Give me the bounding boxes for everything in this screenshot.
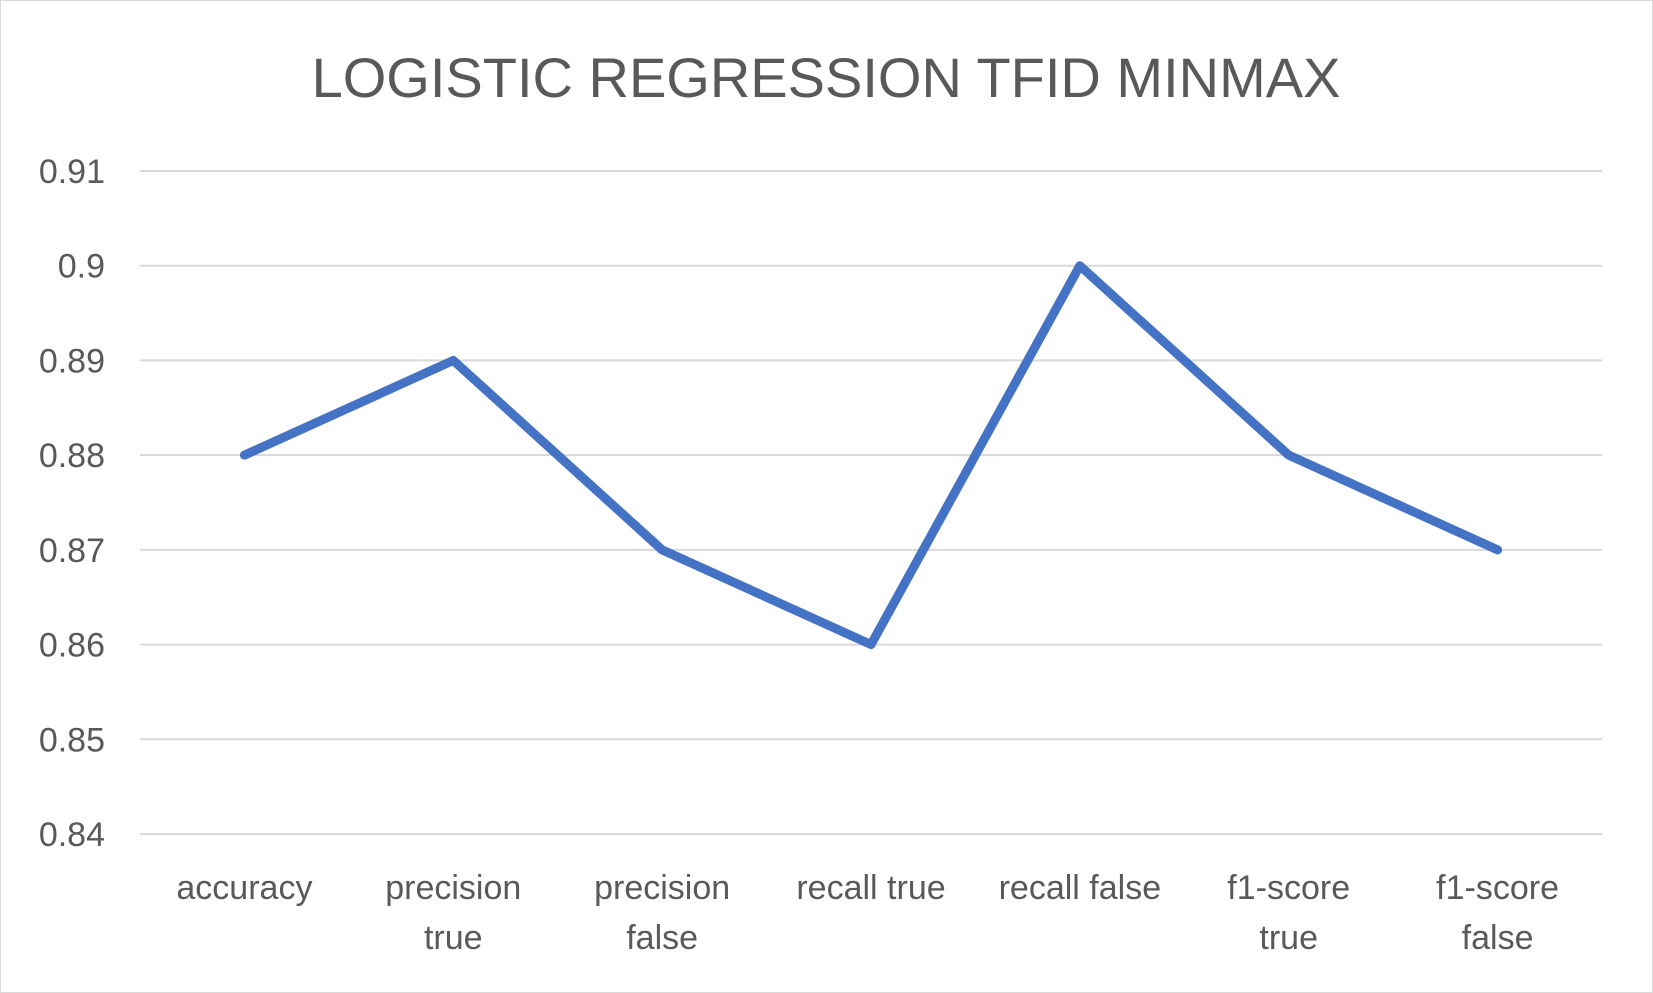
x-axis-category-labels: accuracy precision true precision false recal… [176,869,1559,957]
x-category-label-line: accuracy [176,869,312,907]
x-category-label-line: precision [385,869,521,907]
x-category-label: precision false [594,869,730,957]
y-tick-label: 0.85 [39,721,105,759]
y-axis-tick-labels: 0.84 0.85 0.86 0.87 0.88 0.89 0.9 0.91 [39,153,105,854]
y-tick-label: 0.88 [39,437,105,475]
x-category-label: f1-score true [1227,869,1350,957]
x-category-label-line: precision [594,869,730,907]
x-category-label-line: true [1259,919,1318,957]
y-tick-label: 0.86 [39,627,105,665]
x-category-label: recall false [999,869,1162,907]
x-category-label-line: recall true [796,869,945,907]
x-category-label: f1-score false [1436,869,1559,957]
x-category-label: recall true [796,869,945,907]
series-lines [239,261,1503,650]
x-category-label-line: false [1462,919,1534,957]
x-category-label: precision true [385,869,521,957]
y-tick-label: 0.9 [58,248,105,286]
x-category-label-line: f1-score [1436,869,1559,907]
x-category-label-line: false [626,919,698,957]
chart-title: LOGISTIC REGRESSION TFID MINMAX [312,46,1341,109]
x-category-label-line: f1-score [1227,869,1350,907]
x-category-label: accuracy [176,869,312,907]
x-category-label-line: recall false [999,869,1162,907]
gridlines [140,170,1602,835]
y-tick-label: 0.84 [39,816,105,854]
y-tick-label: 0.87 [39,532,105,570]
x-category-label-line: true [424,919,483,957]
y-tick-label: 0.89 [39,342,105,380]
y-tick-label: 0.91 [39,153,105,191]
